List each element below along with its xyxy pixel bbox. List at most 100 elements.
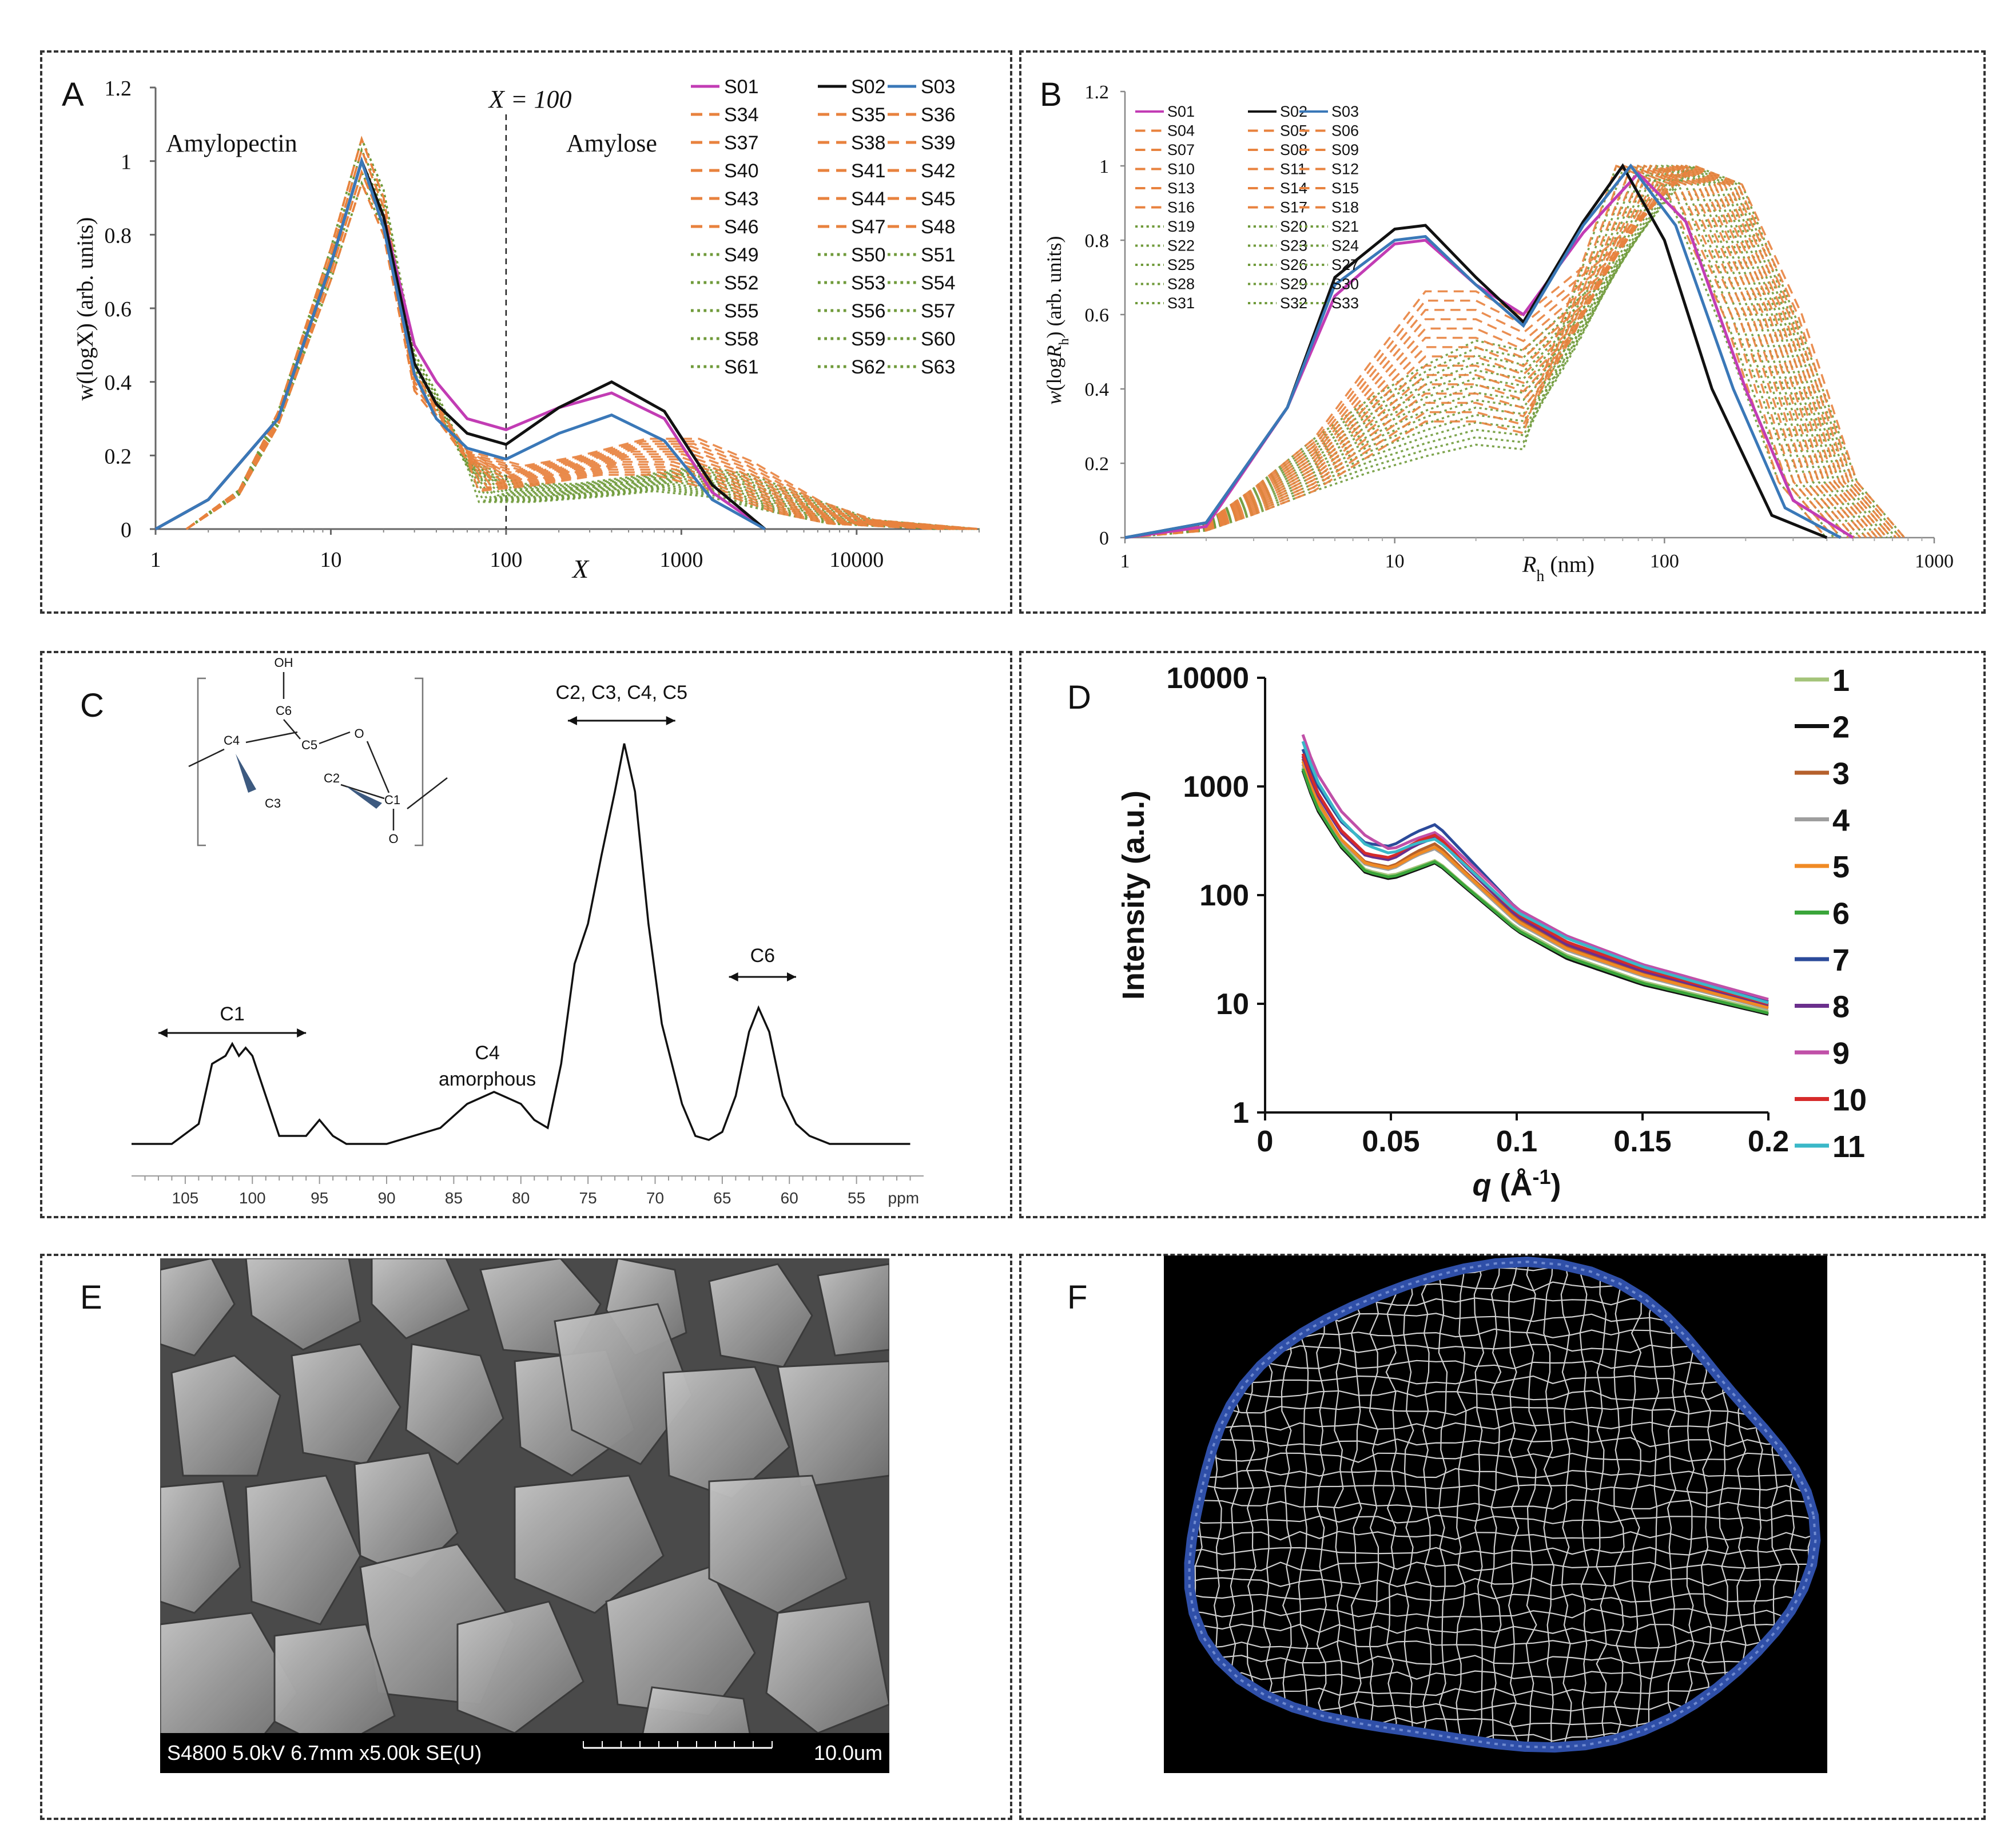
a-legend-label: S52 — [724, 272, 759, 294]
sem-granule — [160, 1480, 241, 1614]
a-x-tick-label: 10000 — [829, 548, 884, 572]
b-legend-label: S09 — [1331, 141, 1359, 158]
b-legend-label: S18 — [1331, 199, 1359, 216]
a-legend-label: S63 — [921, 356, 956, 378]
d-legend-label: 2 — [1832, 710, 1850, 745]
c-glucose-structure: OH C6 C5 O C4 C3 C2 C1 O — [188, 655, 448, 846]
sem-granule — [245, 1475, 361, 1626]
c-structure-bond — [188, 748, 225, 768]
b-curve-dotted — [1124, 164, 1906, 539]
a-legend-label: S34 — [724, 104, 759, 126]
sem-granule — [605, 1566, 756, 1717]
a-y-tick-label: 1 — [121, 150, 132, 174]
b-legend-label: S33 — [1331, 295, 1359, 312]
c-structure-bond — [319, 731, 351, 745]
d-legend-label: 10 — [1832, 1083, 1867, 1118]
c-structure-wedge — [236, 754, 256, 793]
c-x-tick-label: 60 — [781, 1189, 798, 1207]
b-legend-label: S10 — [1167, 161, 1195, 178]
b-y-tick-label: 1 — [1099, 156, 1109, 177]
b-y-tick-label: 1.2 — [1085, 82, 1110, 103]
a-curve-dotted — [185, 158, 975, 530]
cell-wall-line — [1350, 1262, 1362, 1748]
cell-wall-line — [1164, 1255, 1169, 1761]
cell-wall-line — [1177, 1255, 1187, 1761]
d-curve-series-3 — [1301, 758, 1769, 1008]
a-y-tick-label: 0.8 — [105, 224, 132, 248]
a-legend-label: S36 — [921, 104, 956, 126]
b-legend-label: S04 — [1167, 122, 1195, 140]
panel-label-a: A — [62, 76, 84, 113]
b-curve-dashed — [1124, 164, 1835, 539]
c-c1-label: C1 — [220, 1003, 244, 1025]
cell-wall-line — [1700, 1262, 1712, 1748]
cell-wall-line — [1473, 1262, 1485, 1748]
b-legend-label: S25 — [1167, 256, 1195, 273]
panel-f-frame — [1019, 1254, 1986, 1820]
b-curve-dashed — [1124, 164, 1892, 539]
c-x-tick-label: 65 — [713, 1189, 731, 1207]
cell-wall-line — [1189, 1530, 1816, 1541]
cell-wall-line — [1189, 1608, 1816, 1619]
d-curve-series-6 — [1301, 768, 1769, 1015]
c-c1-arrow-head-right — [297, 1028, 307, 1038]
sem-granule — [160, 1258, 236, 1357]
a-curve-s03 — [154, 156, 766, 531]
b-legend-label: S30 — [1331, 276, 1359, 293]
b-curve-dashed — [1124, 164, 1897, 539]
a-curve-dashed — [185, 146, 977, 530]
b-legend-label: S06 — [1331, 122, 1359, 140]
cell-wall-line — [1543, 1262, 1555, 1748]
b-curve-dashed — [1124, 164, 1849, 539]
d-x-tick-label: 0.15 — [1613, 1125, 1671, 1158]
c-bracket-right — [415, 677, 424, 846]
d-y-tick-label: 10 — [1216, 988, 1249, 1021]
cell-wall-line — [1189, 1452, 1816, 1463]
cell-wall-line — [1211, 1262, 1222, 1748]
cell-wall-line — [1189, 1468, 1816, 1479]
a-legend-label: S61 — [724, 356, 759, 378]
cell-wall-line — [1508, 1262, 1520, 1748]
b-legend-label: S21 — [1331, 218, 1359, 235]
a-legend-label: S35 — [851, 104, 886, 126]
a-y-axis-title: w(logX) (arb. units) — [72, 217, 98, 400]
cell-wall-line — [1736, 1262, 1747, 1748]
a-curve-dotted — [186, 180, 935, 530]
b-y-tick-label: 0.4 — [1085, 379, 1110, 400]
b-legend-label: S12 — [1331, 161, 1359, 178]
cell-wall-line — [1189, 1328, 1816, 1338]
a-legend-label: S62 — [851, 356, 886, 378]
cell-wall-line — [1189, 1515, 1816, 1525]
b-legend-label: S19 — [1167, 218, 1195, 235]
c-x-unit-label: ppm — [888, 1189, 919, 1207]
d-x-tick-label: 0.2 — [1748, 1125, 1789, 1158]
c-c2345-arrow-head-right — [666, 716, 675, 725]
cell-wall-line — [1164, 1748, 1825, 1758]
d-legend-label: 6 — [1832, 897, 1850, 931]
cell-network-drawing — [1164, 1255, 1825, 1761]
d-x-tick-label: 0 — [1257, 1125, 1274, 1158]
a-curve-dashed — [186, 169, 972, 530]
cell-wall-line — [1631, 1262, 1642, 1748]
b-legend-label: S24 — [1331, 237, 1359, 255]
b-legend-label: S07 — [1167, 141, 1195, 158]
d-legend-label: 4 — [1832, 804, 1850, 838]
sem-granule — [662, 1366, 790, 1500]
c-c2345-arrow-head-left — [567, 716, 577, 725]
a-x100-annotation: X = 100 — [488, 85, 572, 113]
cell-wall-line — [1189, 1499, 1816, 1510]
b-curve-dotted — [1124, 164, 1883, 539]
a-legend-label: S46 — [724, 216, 759, 238]
c-c4-label: C4 — [475, 1042, 499, 1064]
a-y-tick-label: 0.2 — [105, 444, 132, 468]
a-legend-label: S45 — [921, 188, 956, 210]
d-legend-label: 1 — [1832, 663, 1850, 698]
c-structure-atom-label: OH — [275, 655, 293, 670]
cell-wall-line — [1189, 1717, 1816, 1727]
sem-granule — [170, 1354, 281, 1477]
a-curve-dotted — [185, 136, 951, 530]
c-structure-bond — [340, 784, 385, 800]
b-legend-label: S29 — [1280, 276, 1307, 293]
sem-scale-bar — [583, 1741, 773, 1749]
